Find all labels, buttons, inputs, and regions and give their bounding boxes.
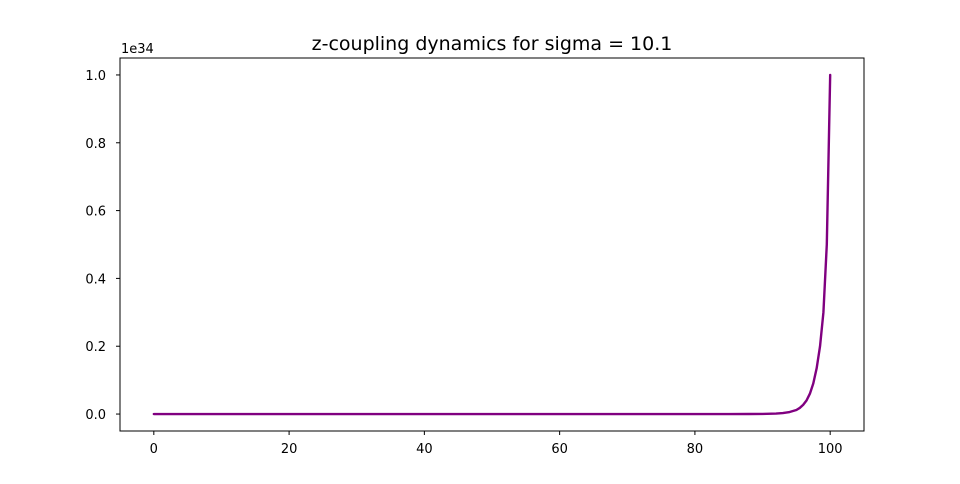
x-tick-label: 40 (416, 442, 433, 457)
y-tick-label: 0.4 (85, 272, 106, 287)
plot-area (152, 73, 832, 416)
y-tick-label: 1.0 (85, 69, 106, 84)
y-tick-label: 0.2 (85, 340, 106, 355)
x-tick-label: 0 (150, 442, 158, 457)
y-axis-offset-label: 1e34 (121, 42, 154, 57)
x-axis: 0 20 40 60 80 100 (150, 431, 843, 457)
x-tick-label: 80 (687, 442, 704, 457)
y-tick-label: 0.0 (85, 408, 106, 423)
y-axis: 0.0 0.2 0.4 0.6 0.8 1.0 (85, 69, 120, 423)
y-tick-label: 0.6 (85, 205, 106, 220)
series-line (152, 73, 832, 416)
x-tick-label: 100 (818, 442, 843, 457)
axes-frame (119, 57, 865, 432)
x-tick-label: 20 (281, 442, 298, 457)
x-tick-label: 60 (551, 442, 568, 457)
chart-title: z-coupling dynamics for sigma = 10.1 (312, 33, 673, 55)
y-tick-label: 0.8 (85, 137, 106, 152)
